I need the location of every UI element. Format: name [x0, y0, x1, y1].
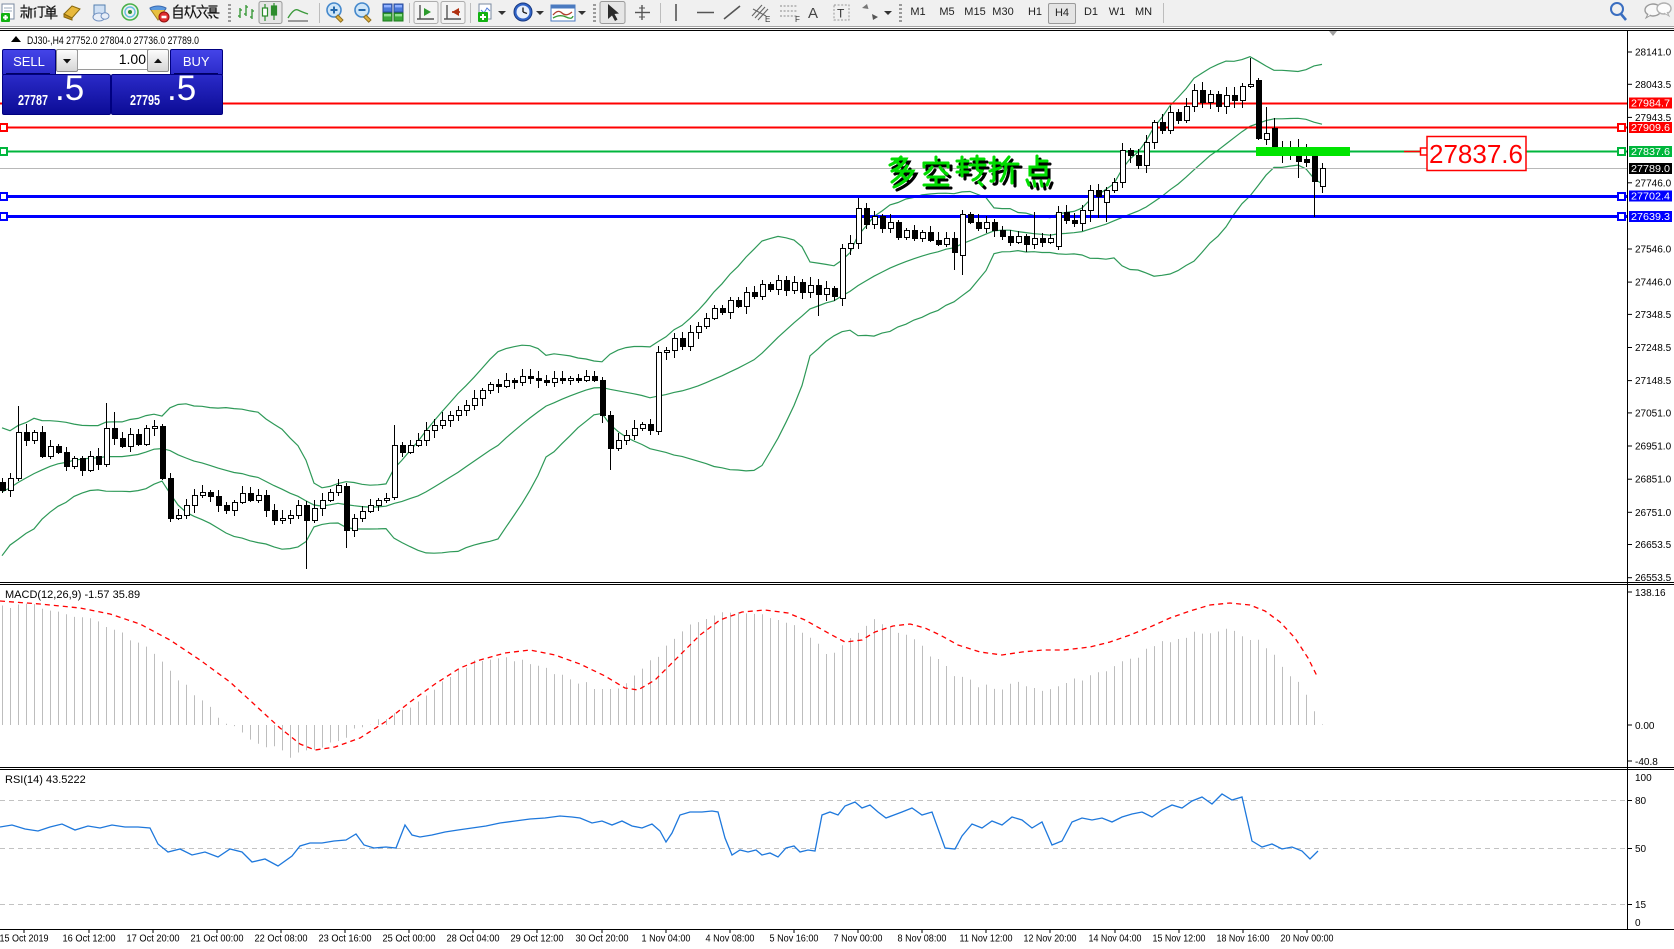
svg-text:27984.7: 27984.7 [1631, 99, 1670, 110]
svg-text:25 Oct 00:00: 25 Oct 00:00 [383, 934, 436, 945]
svg-text:4 Nov 08:00: 4 Nov 08:00 [706, 934, 755, 945]
svg-text:11 Nov 12:00: 11 Nov 12:00 [960, 934, 1013, 945]
svg-text:0: 0 [1635, 918, 1641, 929]
svg-text:27639.3: 27639.3 [1631, 212, 1670, 223]
svg-text:8 Nov 08:00: 8 Nov 08:00 [898, 934, 947, 945]
svg-text:14 Nov 04:00: 14 Nov 04:00 [1089, 934, 1142, 945]
svg-text:26951.0: 26951.0 [1635, 442, 1672, 453]
svg-text:50: 50 [1635, 844, 1647, 855]
svg-text:27248.5: 27248.5 [1635, 343, 1672, 354]
svg-text:21 Oct 00:00: 21 Oct 00:00 [191, 934, 244, 945]
svg-text:27148.5: 27148.5 [1635, 376, 1672, 387]
svg-text:22 Oct 08:00: 22 Oct 08:00 [255, 934, 308, 945]
svg-text:23 Oct 16:00: 23 Oct 16:00 [319, 934, 372, 945]
svg-text:80: 80 [1635, 796, 1647, 807]
svg-text:138.16: 138.16 [1635, 588, 1666, 599]
svg-text:30 Oct 20:00: 30 Oct 20:00 [576, 934, 629, 945]
svg-text:100: 100 [1635, 773, 1652, 784]
svg-text:MACD(12,26,9) -1.57 35.89: MACD(12,26,9) -1.57 35.89 [5, 589, 140, 601]
svg-text:16 Oct 12:00: 16 Oct 12:00 [63, 934, 116, 945]
svg-text:15: 15 [1635, 900, 1647, 911]
svg-text:26553.5: 26553.5 [1635, 573, 1672, 584]
svg-text:27348.5: 27348.5 [1635, 310, 1672, 321]
svg-text:15 Oct 2019: 15 Oct 2019 [0, 934, 49, 945]
svg-text:F: F [795, 15, 800, 24]
svg-text:5 Nov 16:00: 5 Nov 16:00 [770, 934, 819, 945]
svg-text:27746.0: 27746.0 [1635, 178, 1672, 189]
svg-text:27546.0: 27546.0 [1635, 245, 1672, 256]
svg-text:27051.0: 27051.0 [1635, 408, 1672, 419]
svg-text:27837.6: 27837.6 [1631, 147, 1670, 158]
svg-text:18 Nov 16:00: 18 Nov 16:00 [1217, 934, 1270, 945]
svg-text:27702.4: 27702.4 [1631, 192, 1670, 203]
svg-text:29 Oct 12:00: 29 Oct 12:00 [511, 934, 564, 945]
svg-text:28141.0: 28141.0 [1635, 48, 1672, 59]
svg-text:0.00: 0.00 [1635, 721, 1655, 732]
svg-text:28 Oct 04:00: 28 Oct 04:00 [447, 934, 500, 945]
svg-text:15 Nov 12:00: 15 Nov 12:00 [1153, 934, 1206, 945]
svg-text:-40.8: -40.8 [1635, 757, 1658, 768]
svg-text:DJ30-,H4 27752.0 27804.0 2773: DJ30-,H4 27752.0 27804.0 27736.0 27789.0 [27, 35, 199, 47]
svg-text:1 Nov 04:00: 1 Nov 04:00 [642, 934, 691, 945]
svg-text:27446.0: 27446.0 [1635, 278, 1672, 289]
svg-text:7 Nov 00:00: 7 Nov 00:00 [834, 934, 883, 945]
svg-text:RSI(14) 43.5222: RSI(14) 43.5222 [5, 774, 86, 786]
svg-text:A: A [808, 5, 818, 22]
svg-text:E: E [765, 15, 770, 24]
svg-text:26851.0: 26851.0 [1635, 475, 1672, 486]
svg-text:27909.6: 27909.6 [1631, 123, 1670, 134]
svg-text:27837.6: 27837.6 [1429, 139, 1523, 169]
svg-text:27789.0: 27789.0 [1631, 164, 1670, 175]
svg-text:26751.0: 26751.0 [1635, 508, 1672, 519]
svg-text:20 Nov 00:00: 20 Nov 00:00 [1281, 934, 1334, 945]
svg-text:28043.5: 28043.5 [1635, 80, 1672, 91]
svg-text:12 Nov 20:00: 12 Nov 20:00 [1024, 934, 1077, 945]
svg-text:T: T [837, 7, 845, 21]
svg-text:26653.5: 26653.5 [1635, 540, 1672, 551]
svg-text:17 Oct 20:00: 17 Oct 20:00 [127, 934, 180, 945]
svg-text:27943.5: 27943.5 [1635, 113, 1672, 124]
